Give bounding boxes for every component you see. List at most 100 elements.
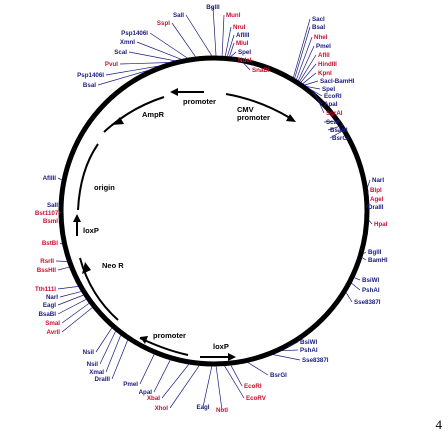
restriction-site-label: EcoRV [246, 395, 267, 402]
site-leader-line [296, 36, 313, 80]
restriction-site-label: BsaBI [330, 127, 348, 134]
restriction-site-label: XmaI [89, 369, 104, 376]
site-leader-line [229, 42, 235, 57]
site-leader-line [57, 266, 70, 271]
restriction-site-label: ScaI [326, 119, 339, 126]
restriction-site-label: DraIII [95, 376, 111, 383]
restriction-site-label: BsrGI [270, 372, 287, 379]
site-leader-line [308, 88, 323, 97]
site-leader-line [119, 62, 170, 65]
restriction-site-label: EagI [43, 302, 56, 309]
restriction-site-label: NsiI [83, 349, 95, 356]
site-leader-line [57, 298, 87, 315]
restriction-site-label: PmeI [316, 43, 331, 50]
site-leader-line [99, 330, 117, 365]
restriction-site-label: BsmI [43, 218, 58, 225]
feature-label-loxp-bottom: loxP [213, 342, 229, 351]
site-leader-line [230, 364, 243, 387]
site-leader-line [59, 242, 63, 245]
promoter-top-arrowhead [170, 88, 178, 96]
restriction-site-label: BsaI [83, 82, 96, 89]
site-leader-line [351, 282, 361, 291]
restriction-site-label: ScaI [114, 49, 127, 56]
site-leader-line [128, 51, 176, 62]
origin-arc [77, 143, 99, 211]
site-leader-line [361, 257, 367, 261]
restriction-site-label: Tth111I [35, 286, 56, 293]
restriction-site-label: AflIII [43, 175, 57, 182]
site-leader-line [105, 65, 160, 76]
site-leader-line [224, 26, 232, 57]
site-leader-line [57, 294, 84, 306]
site-leader-line [185, 14, 213, 57]
site-leader-line [368, 219, 373, 225]
site-leader-line [57, 177, 63, 181]
site-leader-line [353, 277, 361, 281]
neo-r-arrow [79, 257, 119, 321]
restriction-site-label: BsaBI [38, 311, 56, 318]
restriction-site-label: AgeI [370, 196, 384, 203]
site-leader-line [230, 51, 237, 58]
site-leader-line [302, 72, 317, 85]
site-leader-line [362, 251, 367, 255]
site-leader-line [57, 286, 79, 290]
restriction-site-label: EcoRI [244, 383, 262, 390]
restriction-site-label: SspI [157, 20, 170, 27]
restriction-site-label: NsiI [87, 361, 99, 368]
site-leader-line [287, 341, 299, 348]
restriction-site-label: SacI-BamHI [320, 78, 355, 85]
restriction-site-label: BsiWI [362, 277, 379, 284]
restriction-site-label: PshAI [300, 347, 318, 354]
restriction-site-label: Psp1406I [121, 30, 148, 37]
feature-labels: promoter CMV promoter AmpR origin loxP N… [83, 97, 270, 351]
site-leader-line [169, 365, 200, 409]
site-leader-line [139, 353, 155, 385]
restriction-site-label: KpnI [318, 70, 332, 77]
feature-label-ampr: AmpR [142, 110, 165, 119]
site-leader-line [247, 362, 269, 376]
feature-label-origin: origin [94, 183, 115, 192]
cmv-promoter-arrowhead [286, 114, 296, 122]
site-leader-line [323, 120, 341, 123]
feature-label-cmv-promoter-line2: promoter [237, 113, 270, 122]
restriction-site-label: XmnI [120, 39, 135, 46]
site-leader-line [306, 86, 321, 90]
restriction-site-leader-lines [55, 6, 373, 411]
site-leader-line [136, 41, 182, 60]
site-leader-line [226, 34, 235, 57]
site-leader-line [95, 327, 113, 353]
restriction-site-label: BamHI [368, 257, 388, 264]
restriction-site-label: EagI [196, 404, 209, 411]
site-leader-line [329, 128, 346, 139]
restriction-site-label: NotI [216, 407, 228, 414]
restriction-site-label: BsrGI [332, 135, 349, 142]
site-leader-line [97, 69, 151, 86]
feature-arrows [73, 88, 296, 361]
site-leader-line [365, 203, 370, 208]
restriction-site-label: NarI [46, 294, 58, 301]
site-leader-line [238, 57, 251, 71]
site-leader-line [345, 292, 353, 303]
site-leader-line [215, 365, 223, 411]
site-leader-line [202, 365, 213, 408]
site-leader-line [58, 211, 63, 214]
restriction-site-label: AflII [318, 52, 330, 59]
restriction-site-label: NarI [372, 177, 384, 184]
restriction-site-label: BsaI [312, 24, 325, 31]
restriction-site-label: ApaI [324, 101, 338, 108]
site-leader-line [58, 204, 61, 208]
cmv-promoter-arrow [225, 93, 291, 119]
site-leader-line [105, 334, 122, 373]
restriction-site-label: HindIII [318, 61, 337, 68]
restriction-site-label: BstBI [42, 240, 58, 247]
restriction-site-label: SpeI [322, 86, 335, 93]
site-leader-line [272, 354, 301, 361]
site-leader-line [161, 363, 190, 399]
plasmid-backbone [58, 55, 370, 367]
restriction-site-label: AvrII [46, 329, 60, 336]
restriction-site-label: ApaI [139, 389, 153, 396]
site-leader-line [149, 32, 188, 59]
site-leader-line [61, 307, 93, 333]
restriction-site-label: XbaI [147, 395, 160, 402]
